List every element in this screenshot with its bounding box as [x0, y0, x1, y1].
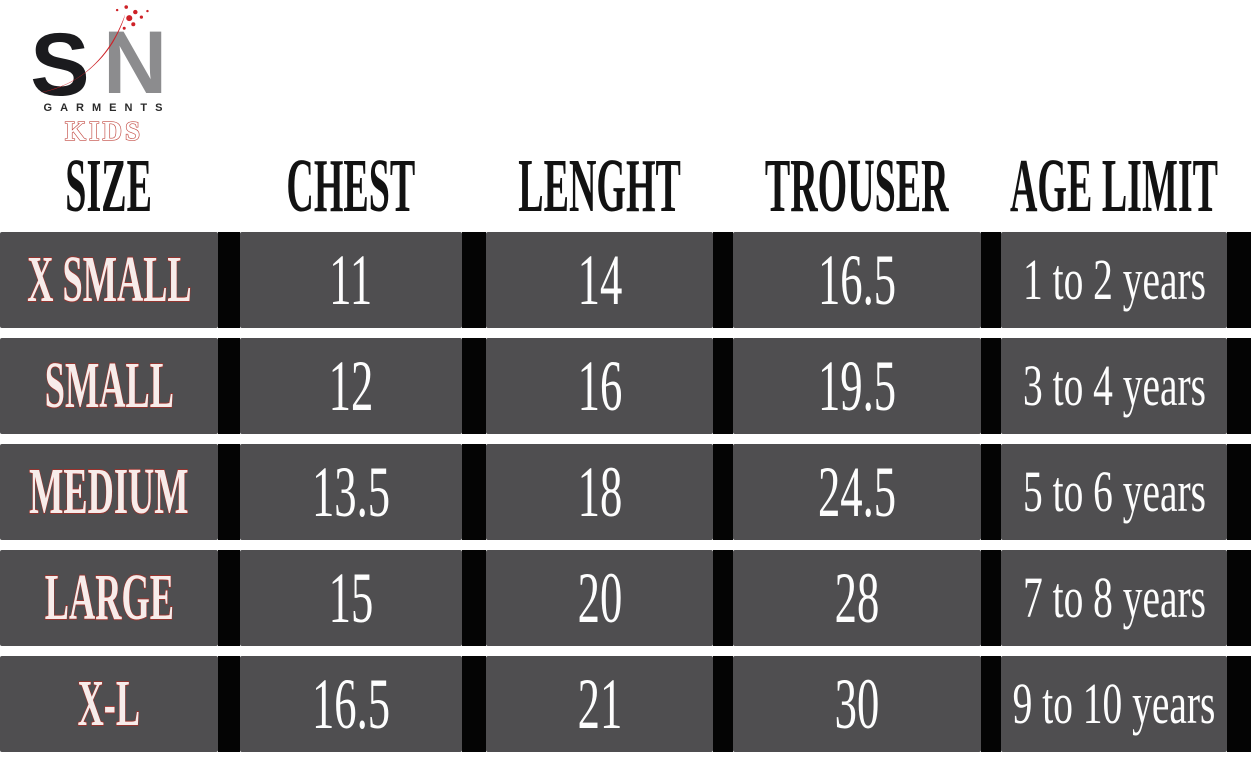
cell-size: SMALL [0, 338, 218, 434]
size-label: MEDIUM [29, 455, 189, 528]
age-limit-value: 7 to 8 years [1022, 565, 1206, 630]
column-separator [713, 232, 733, 328]
table-row-x-small: X SMALL 11 14 16.5 1 to 2 years [0, 232, 1251, 328]
trouser-value: 30 [834, 664, 880, 744]
cell-size: MEDIUM [0, 444, 218, 540]
cell-trouser: 16.5 [733, 232, 981, 328]
cell-chest: 16.5 [240, 656, 462, 752]
table-right-edge [1227, 444, 1251, 540]
trouser-value: 16.5 [817, 240, 897, 320]
column-separator [218, 444, 240, 540]
cell-lenght: 18 [486, 444, 713, 540]
table-right-edge [1227, 550, 1251, 646]
age-limit-value: 1 to 2 years [1022, 247, 1206, 312]
trouser-value: 24.5 [817, 452, 897, 532]
column-separator [218, 550, 240, 646]
cell-age-limit: 9 to 10 years [1001, 656, 1227, 752]
column-separator [981, 232, 1001, 328]
age-limit-value: 3 to 4 years [1022, 353, 1206, 418]
header-chest-label: CHEST [286, 144, 416, 228]
header-age-limit: AGE LIMIT [1001, 148, 1227, 224]
cell-lenght: 21 [486, 656, 713, 752]
age-limit-value: 9 to 10 years [1012, 671, 1216, 736]
chest-value: 12 [328, 346, 374, 426]
column-separator [218, 338, 240, 434]
table-right-edge [1227, 232, 1251, 328]
table-row-large: LARGE 15 20 28 7 to 8 years [0, 550, 1251, 646]
header-trouser: TROUSER [733, 148, 981, 224]
table-row-small: SMALL 12 16 19.5 3 to 4 years [0, 338, 1251, 434]
cell-lenght: 16 [486, 338, 713, 434]
header-trouser-label: TROUSER [765, 144, 949, 228]
column-separator [462, 338, 486, 434]
cell-chest: 13.5 [240, 444, 462, 540]
cell-trouser: 19.5 [733, 338, 981, 434]
header-size: SIZE [0, 148, 218, 224]
column-separator [981, 550, 1001, 646]
header-size-label: SIZE [65, 144, 153, 228]
table-header-row: SIZE CHEST LENGHT TROUSER AGE LIMIT [0, 0, 1251, 232]
column-separator [462, 444, 486, 540]
logo-kids-text: KIDS [64, 115, 144, 146]
chest-value: 15 [328, 558, 374, 638]
cell-trouser: 24.5 [733, 444, 981, 540]
column-separator [713, 444, 733, 540]
age-limit-value: 5 to 6 years [1022, 459, 1206, 524]
cell-chest: 12 [240, 338, 462, 434]
cell-age-limit: 1 to 2 years [1001, 232, 1227, 328]
cell-age-limit: 3 to 4 years [1001, 338, 1227, 434]
cell-size: LARGE [0, 550, 218, 646]
cell-chest: 11 [240, 232, 462, 328]
logo: S N GARMENTS KIDS [28, 4, 180, 147]
cell-chest: 15 [240, 550, 462, 646]
column-separator [981, 338, 1001, 434]
chest-value: 11 [329, 240, 373, 320]
trouser-value: 19.5 [817, 346, 897, 426]
column-separator [462, 232, 486, 328]
logo-splatter-dots-icon [115, 5, 149, 30]
cell-trouser: 30 [733, 656, 981, 752]
chest-value: 13.5 [311, 452, 391, 532]
cell-age-limit: 7 to 8 years [1001, 550, 1227, 646]
size-label: X SMALL [26, 243, 192, 316]
column-separator [981, 444, 1001, 540]
table-row-xl: X-L 16.5 21 30 9 to 10 years [0, 656, 1251, 752]
column-separator [218, 232, 240, 328]
column-separator [713, 338, 733, 434]
table-right-edge [1227, 338, 1251, 434]
column-separator [462, 656, 486, 752]
lenght-value: 21 [577, 664, 622, 744]
logo-letter-n: N [103, 13, 167, 100]
header-chest: CHEST [240, 148, 462, 224]
column-separator [462, 550, 486, 646]
cell-size: X SMALL [0, 232, 218, 328]
cell-lenght: 14 [486, 232, 713, 328]
table-row-medium: MEDIUM 13.5 18 24.5 5 to 6 years [0, 444, 1251, 540]
lenght-value: 18 [577, 452, 622, 532]
logo-garments-text: GARMENTS [43, 102, 171, 114]
trouser-value: 28 [834, 558, 880, 638]
chest-value: 16.5 [311, 664, 391, 744]
cell-size: X-L [0, 656, 218, 752]
table-right-edge [1227, 656, 1251, 752]
header-lenght-label: LENGHT [518, 144, 681, 228]
column-separator [218, 656, 240, 752]
lenght-value: 14 [577, 240, 622, 320]
column-separator [713, 656, 733, 752]
column-separator [713, 550, 733, 646]
logo-letter-s: S [30, 15, 89, 100]
cell-age-limit: 5 to 6 years [1001, 444, 1227, 540]
size-label: LARGE [44, 561, 174, 634]
cell-lenght: 20 [486, 550, 713, 646]
logo-sn-mark: S N [30, 5, 167, 100]
size-label: SMALL [44, 349, 174, 422]
header-lenght: LENGHT [486, 148, 713, 224]
column-separator [981, 656, 1001, 752]
lenght-value: 20 [577, 558, 622, 638]
header-age-limit-label: AGE LIMIT [1010, 144, 1218, 228]
lenght-value: 16 [577, 346, 622, 426]
size-label: X-L [77, 667, 141, 740]
cell-trouser: 28 [733, 550, 981, 646]
